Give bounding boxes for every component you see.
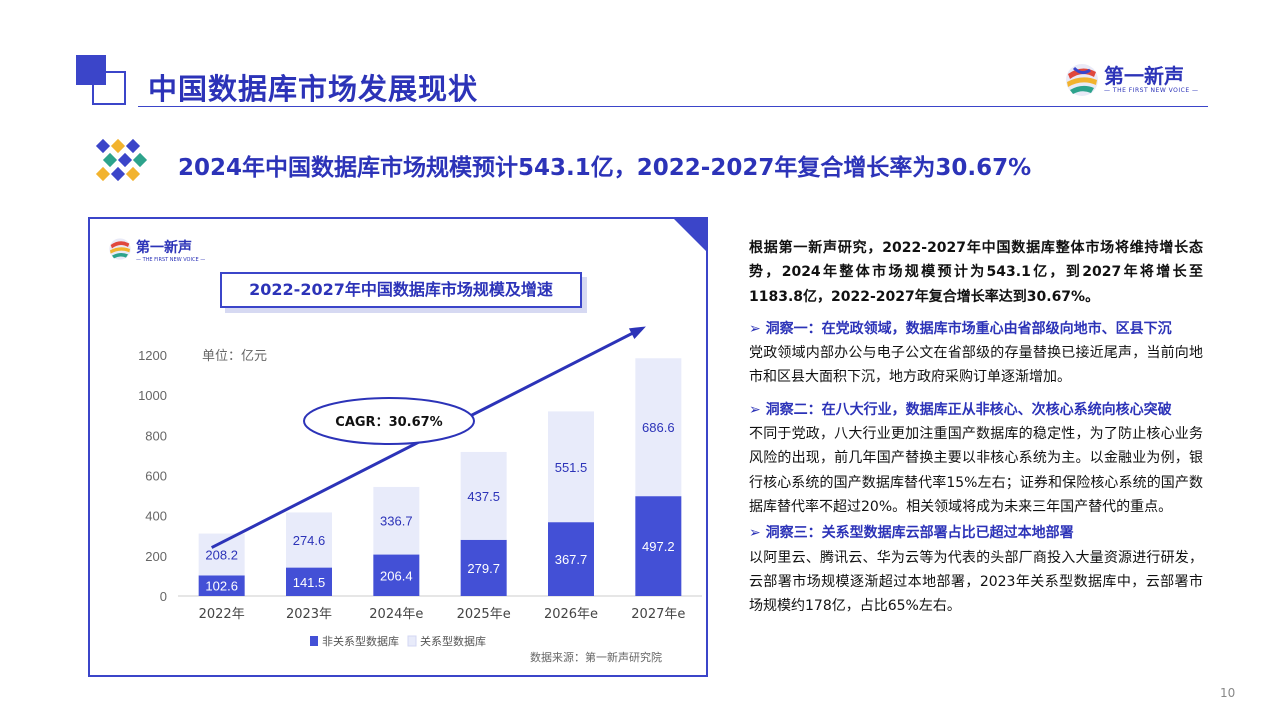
brand-logo: 第一新声 — THE FIRST NEW VOICE — <box>1064 60 1208 100</box>
cagr-label: CAGR：30.67% <box>335 415 442 430</box>
cagr-ellipse <box>303 397 475 445</box>
brand-mark-icon <box>1066 64 1098 96</box>
data-label-nonrelational: 279.7 <box>467 561 500 576</box>
y-tick-label: 1200 <box>138 348 167 363</box>
bar-relational <box>373 486 420 555</box>
data-label-nonrelational: 206.4 <box>380 568 413 583</box>
y-tick-label: 400 <box>145 509 167 524</box>
bar-relational <box>198 533 245 576</box>
insight-block: ➢ 洞察二：在八大行业，数据库正从非核心、次核心系统向核心突破 不同于党政，八大… <box>749 398 1203 519</box>
insight-body: 不同于党政，八大行业更加注重国产数据库的稳定性，为了防止核心业务风险的出现，前几… <box>749 426 1203 515</box>
card-brand-name: 第一新声 <box>136 240 192 256</box>
y-tick-label: 200 <box>145 549 167 564</box>
x-tick-label: 2022年 <box>199 607 245 622</box>
data-source: 数据来源：第一新声研究院 <box>530 651 662 664</box>
insight-title-text: 洞察三：关系型数据库云部署占比已超过本地部署 <box>765 525 1074 542</box>
bar-nonrelational <box>198 575 245 596</box>
headline: 2024年中国数据库市场规模预计543.1亿，2022-2027年复合增长率为3… <box>178 155 1032 181</box>
bar-nonrelational <box>460 539 507 596</box>
data-label-relational: 208.2 <box>205 547 238 562</box>
page-number: 10 <box>1220 686 1236 700</box>
legend-swatch <box>310 636 318 646</box>
legend-label: 非关系型数据库 <box>322 634 399 648</box>
intro-paragraph: 根据第一新声研究，2022-2027年中国数据库整体市场将维持增长态势，2024… <box>749 240 1203 305</box>
data-label-nonrelational: 102.6 <box>205 579 238 594</box>
bar-nonrelational <box>548 522 594 596</box>
legend-swatch <box>407 635 417 647</box>
bar-chart: 0 200 400 600 800 1000 1200 单位：亿元 102.6 208.2 2022… <box>138 326 702 648</box>
card-brand-mark-icon <box>109 238 131 260</box>
insight-block: ➢ 洞察三：关系型数据库云部署占比已超过本地部署 以阿里云、腾讯云、华为云等为代… <box>749 521 1203 618</box>
insight-title-text: 洞察二：在八大行业，数据库正从非核心、次核心系统向核心突破 <box>765 401 1172 418</box>
data-label-relational: 437.5 <box>467 489 500 504</box>
y-tick-label: 800 <box>145 428 167 443</box>
bar-relational <box>635 358 682 497</box>
title-divider <box>138 106 1208 107</box>
card-brand-subtitle: — THE FIRST NEW VOICE — <box>136 257 206 263</box>
diamond-pattern-icon <box>95 138 148 182</box>
bar-relational <box>286 512 332 568</box>
insight-body: 以阿里云、腾讯云、华为云等为代表的头部厂商投入大量资源进行研发，云部署市场规模逐… <box>749 549 1203 615</box>
x-tick-label: 2024年e <box>369 607 423 622</box>
y-tick-label: 600 <box>145 469 167 484</box>
bar-nonrelational <box>373 554 420 596</box>
bar-nonrelational <box>286 567 332 596</box>
bar-relational <box>548 411 594 523</box>
insight-block: ➢ 洞察一：在党政领域，数据库市场重心由省部级向地市、区县下沉 党政领域内部办公… <box>749 317 1203 390</box>
y-tick-label: 0 <box>160 589 167 604</box>
brand-subtitle: — THE FIRST NEW VOICE — <box>1104 87 1199 94</box>
insight-title-text: 洞察一：在党政领域，数据库市场重心由省部级向地市、区县下沉 <box>765 320 1172 337</box>
x-tick-label: 2027年e <box>631 607 685 622</box>
data-label-relational: 274.6 <box>293 533 326 548</box>
x-tick-label: 2025年e <box>457 607 511 622</box>
data-label-nonrelational: 497.2 <box>642 539 675 554</box>
chart-title: 2022-2027年中国数据库市场规模及增速 <box>220 272 582 308</box>
brand-name: 第一新声 <box>1104 64 1184 88</box>
data-label-nonrelational: 367.7 <box>555 552 588 567</box>
card-brand-logo: 第一新声 — THE FIRST NEW VOICE — <box>108 235 228 269</box>
insight-title: ➢ 洞察三：关系型数据库云部署占比已超过本地部署 <box>749 521 1203 545</box>
insight-body: 党政领域内部办公与电子公文在省部级的存量替换已接近尾声，当前向地市和区县大面积下… <box>749 345 1203 386</box>
data-label-relational: 336.7 <box>380 514 413 529</box>
unit-label: 单位：亿元 <box>202 349 267 364</box>
page-title: 中国数据库市场发展现状 <box>148 72 479 106</box>
insight-title: ➢ 洞察二：在八大行业，数据库正从非核心、次核心系统向核心突破 <box>749 398 1203 422</box>
data-label-relational: 551.5 <box>555 460 588 475</box>
x-tick-label: 2026年e <box>544 607 598 622</box>
x-tick-label: 2023年 <box>286 607 332 622</box>
title-corner-decoration <box>76 55 128 107</box>
chart-card: 第一新声 — THE FIRST NEW VOICE — 2022-2027年中… <box>88 217 708 677</box>
legend-label: 关系型数据库 <box>420 634 486 648</box>
analysis-text: 根据第一新声研究，2022-2027年中国数据库整体市场将维持增长态势，2024… <box>749 236 1203 618</box>
data-label-nonrelational: 141.5 <box>293 575 326 590</box>
y-tick-label: 1000 <box>138 388 167 403</box>
insight-title: ➢ 洞察一：在党政领域，数据库市场重心由省部级向地市、区县下沉 <box>749 317 1203 341</box>
arrow-bullet-icon: ➢ <box>749 525 766 542</box>
arrow-bullet-icon: ➢ <box>749 401 766 418</box>
arrow-bullet-icon: ➢ <box>749 320 766 337</box>
cagr-arrowhead-icon <box>628 326 646 340</box>
card-corner-decoration <box>672 217 708 253</box>
bar-nonrelational <box>635 496 682 596</box>
data-label-relational: 686.6 <box>642 420 675 435</box>
bar-relational <box>460 451 507 540</box>
